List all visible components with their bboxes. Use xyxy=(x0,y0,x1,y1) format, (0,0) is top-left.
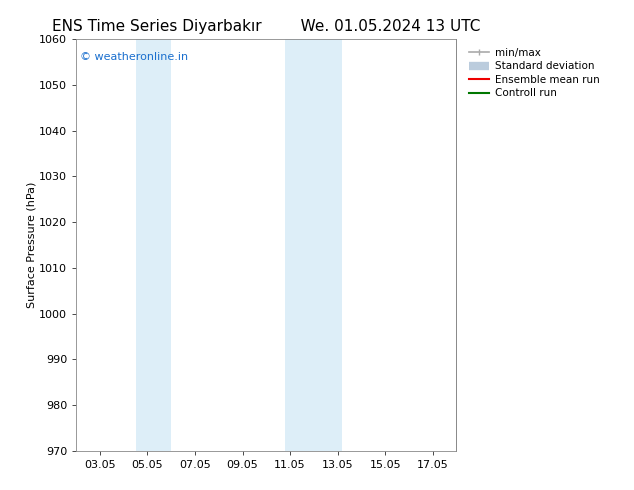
Bar xyxy=(136,39,171,451)
Y-axis label: Surface Pressure (hPa): Surface Pressure (hPa) xyxy=(26,182,36,308)
Text: © weatheronline.in: © weatheronline.in xyxy=(80,51,188,62)
Legend: min/max, Standard deviation, Ensemble mean run, Controll run: min/max, Standard deviation, Ensemble me… xyxy=(465,45,602,101)
Bar xyxy=(285,39,342,451)
Title: ENS Time Series Diyarbakır        We. 01.05.2024 13 UTC: ENS Time Series Diyarbakır We. 01.05.202… xyxy=(52,19,481,34)
